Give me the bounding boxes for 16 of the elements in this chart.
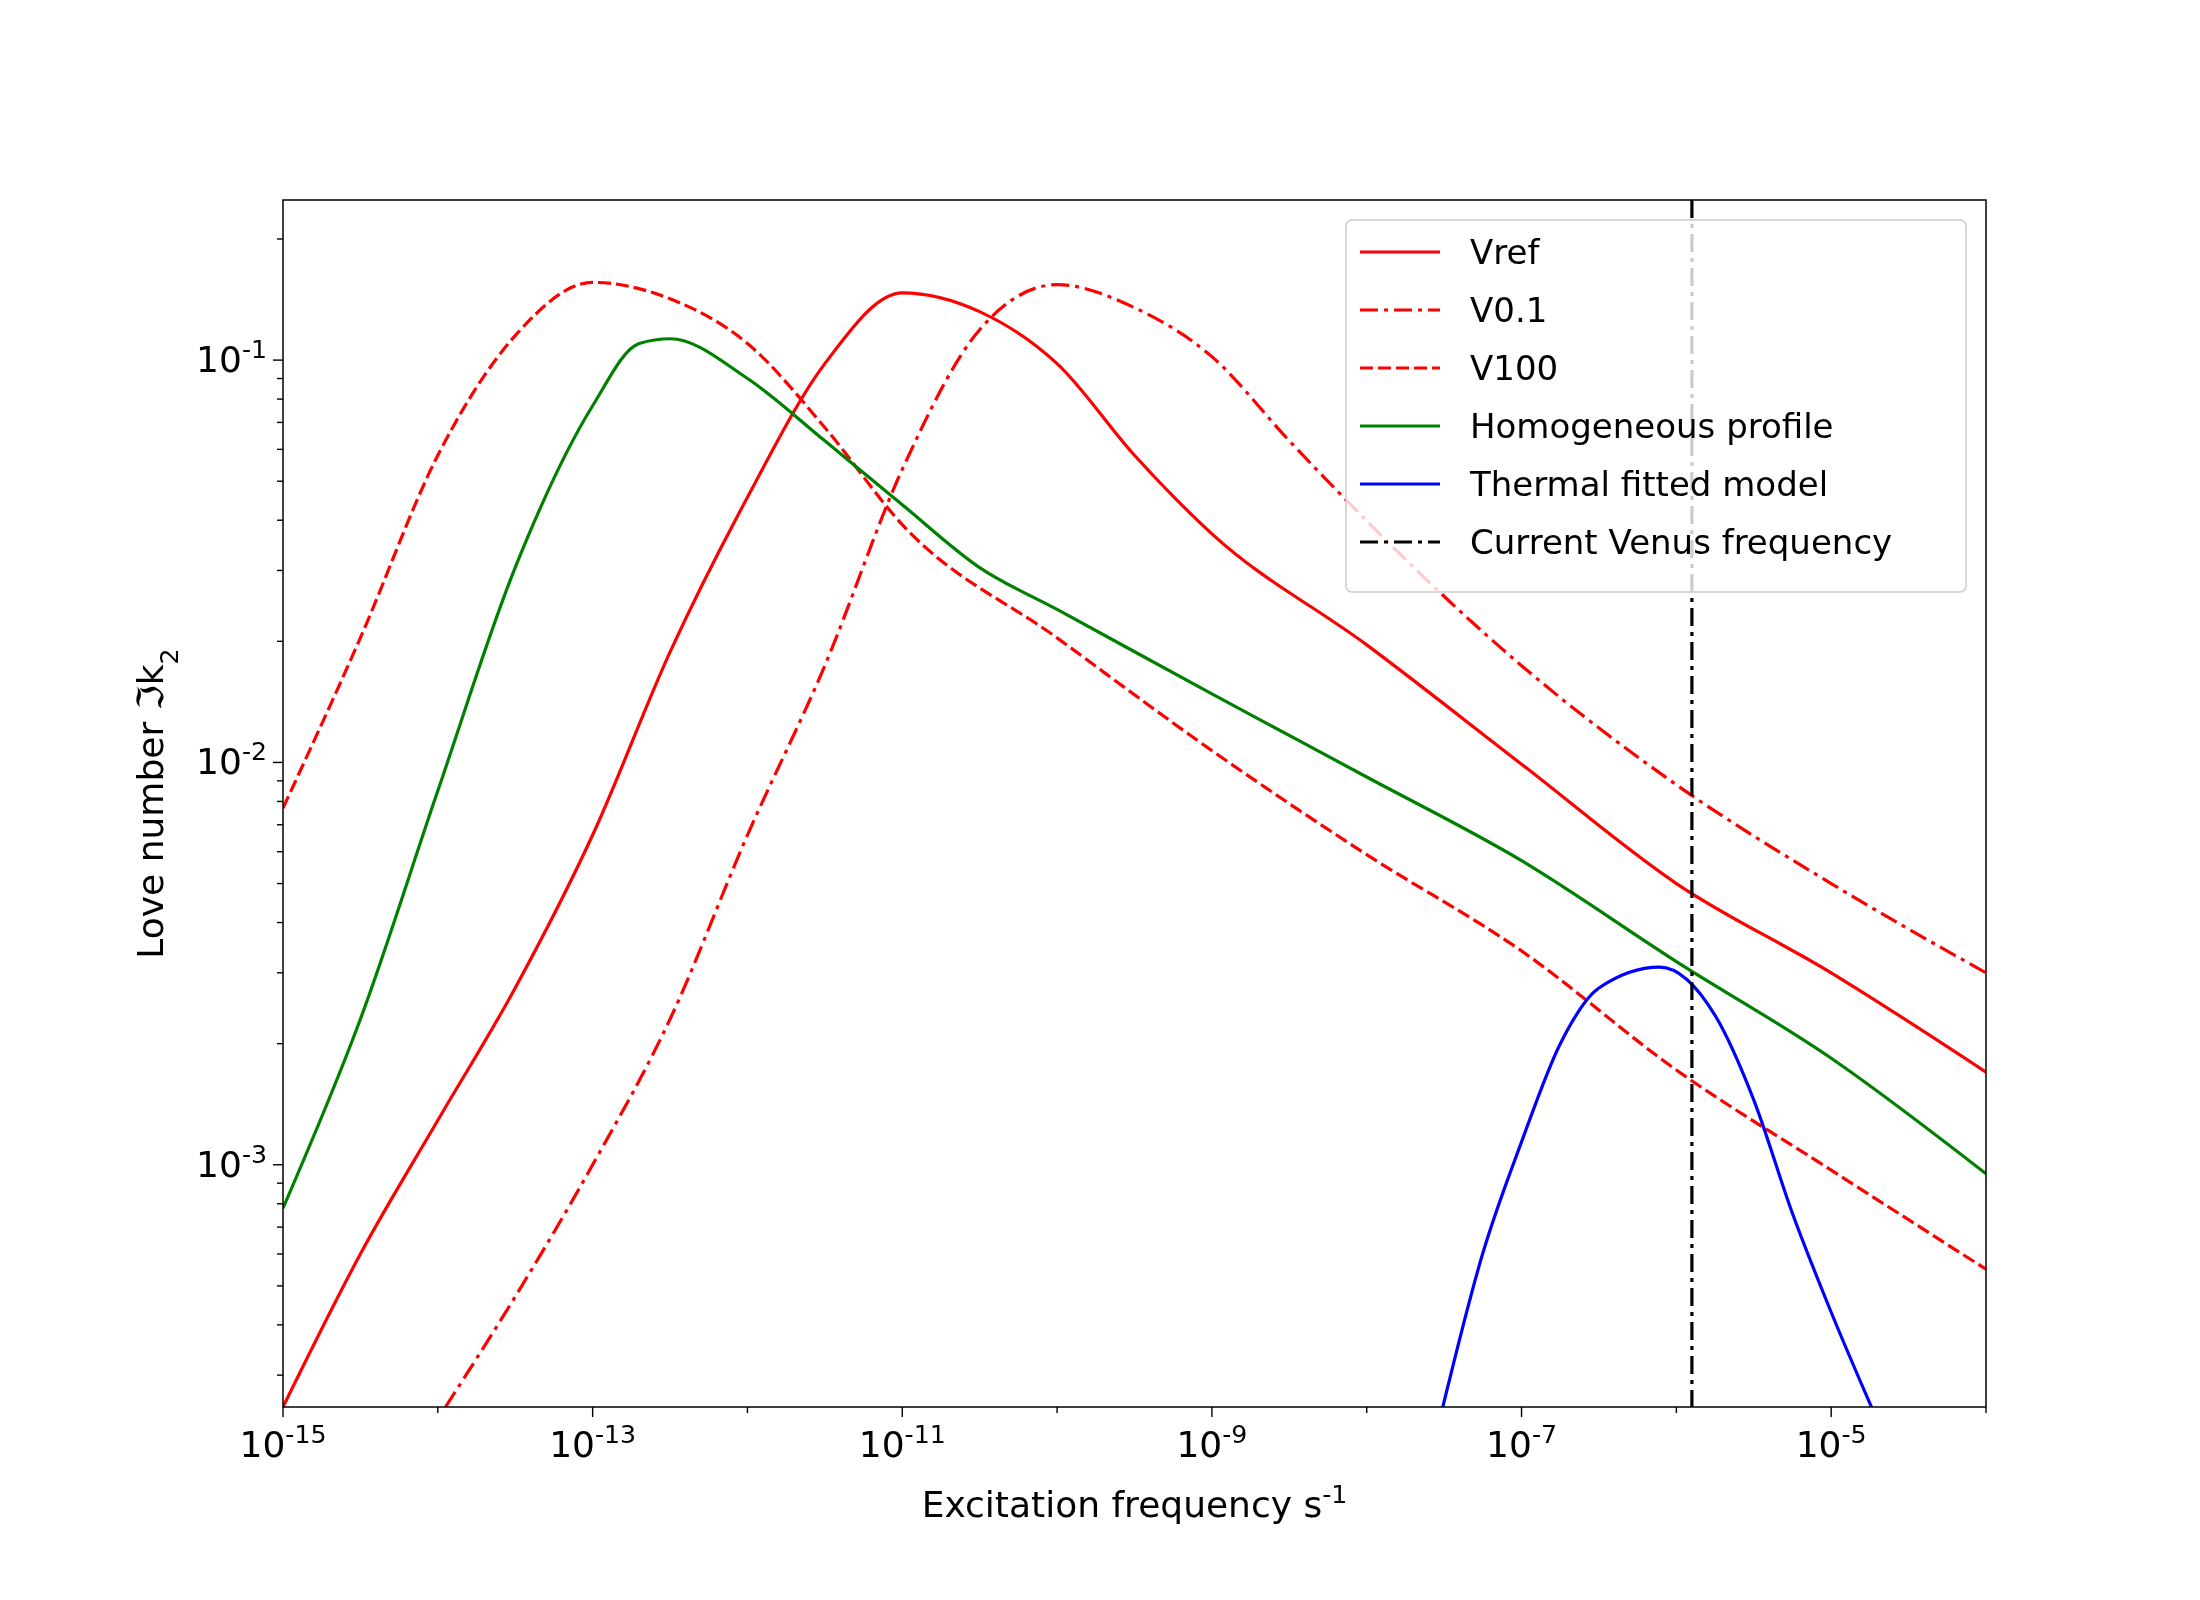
x-tick-label: 10$^{-13}$ (549, 1419, 637, 1465)
legend-label: Homogeneous profile (1470, 406, 1834, 446)
y-tick-label: 10$^{-2}$ (196, 736, 267, 783)
x-tick-label: 10$^{-9}$ (1176, 1419, 1248, 1465)
y-tick-label: 10$^{-1}$ (196, 334, 267, 381)
x-tick-label: 10$^{-5}$ (1795, 1419, 1867, 1465)
legend-label: V0.1 (1470, 290, 1548, 330)
x-tick-label: 10$^{-15}$ (239, 1419, 327, 1465)
legend-label: Thermal fitted model (1469, 464, 1829, 504)
x-axis-title: Excitation frequency s$^{-1}$ (921, 1479, 1348, 1525)
x-tick-label: 10$^{-11}$ (858, 1419, 946, 1465)
y-tick-label: 10$^{-3}$ (196, 1139, 267, 1185)
x-tick-label: 10$^{-7}$ (1486, 1419, 1558, 1465)
legend-label: V100 (1470, 348, 1559, 388)
legend-label: Vref (1470, 232, 1541, 272)
ref-line-label: Current Venus frequency (1470, 522, 1893, 562)
